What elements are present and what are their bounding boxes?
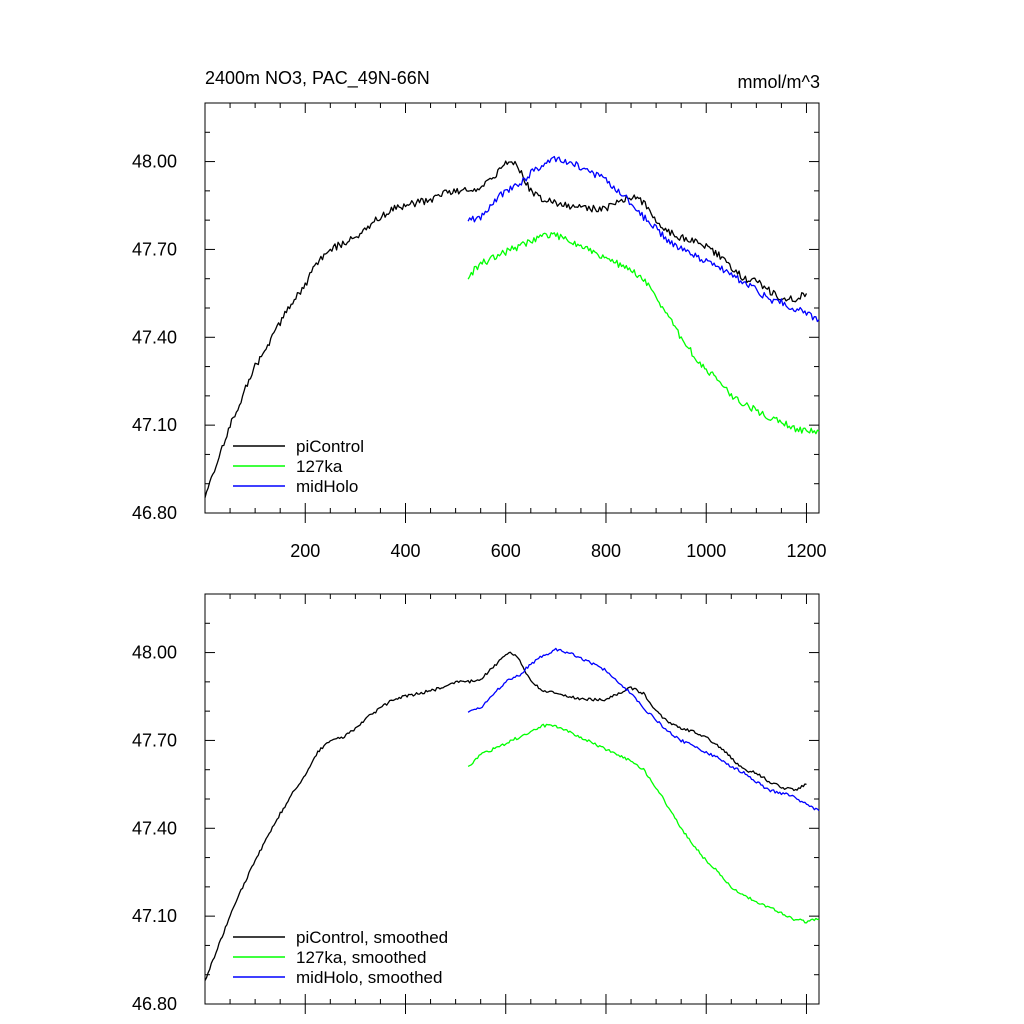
bottom-series-line-127ka bbox=[467, 723, 820, 924]
top-legend-label: piControl bbox=[296, 437, 364, 456]
bottom-series-line-picontrol bbox=[204, 651, 807, 981]
top-panel: 46.80 47.10 47.40 47.70 48.00 200 400 600 800 10… bbox=[132, 102, 826, 561]
top-y-tick-label: 46.80 bbox=[132, 503, 177, 523]
units-label: mmol/m^3 bbox=[738, 72, 820, 92]
top-x-tick-label: 800 bbox=[591, 541, 621, 561]
top-x-tick-label: 1200 bbox=[786, 541, 826, 561]
bottom-legend-label: piControl, smoothed bbox=[296, 928, 448, 947]
bottom-y-tick-labels: 46.80 47.10 47.40 47.70 48.00 bbox=[132, 643, 177, 1014]
top-series-line-127ka bbox=[467, 232, 820, 435]
top-x-tick-label: 600 bbox=[491, 541, 521, 561]
bottom-y-tick-label: 47.70 bbox=[132, 730, 177, 750]
bottom-legend-label: midHolo, smoothed bbox=[296, 968, 442, 987]
top-series-line-picontrol bbox=[204, 160, 808, 498]
bottom-y-tick-label: 47.40 bbox=[132, 818, 177, 838]
bottom-series-lines bbox=[204, 647, 820, 981]
bottom-y-tick-label: 48.00 bbox=[132, 643, 177, 663]
top-legend-label: 127ka bbox=[296, 457, 343, 476]
top-ticks bbox=[205, 102, 819, 523]
top-y-tick-labels: 46.80 47.10 47.40 47.70 48.00 bbox=[132, 152, 177, 523]
chart-title: 2400m NO3, PAC_49N-66N bbox=[205, 68, 430, 89]
bottom-y-tick-label: 47.10 bbox=[132, 906, 177, 926]
top-x-tick-label: 400 bbox=[390, 541, 420, 561]
bottom-y-tick-label: 46.80 bbox=[132, 994, 177, 1014]
bottom-legend-label: 127ka, smoothed bbox=[296, 948, 426, 967]
bottom-ticks bbox=[205, 593, 819, 1014]
top-x-tick-labels: 200 400 600 800 1000 1200 bbox=[290, 541, 826, 561]
top-y-tick-label: 48.00 bbox=[132, 152, 177, 172]
bottom-series-line-midholo bbox=[467, 647, 820, 812]
top-series-lines bbox=[204, 155, 820, 498]
bottom-panel: 46.80 47.10 47.40 47.70 48.00 piControl, smo… bbox=[132, 593, 820, 1014]
top-y-tick-label: 47.70 bbox=[132, 239, 177, 259]
top-x-tick-label: 1000 bbox=[686, 541, 726, 561]
top-legend-label: midHolo bbox=[296, 477, 358, 496]
top-y-tick-label: 47.10 bbox=[132, 415, 177, 435]
top-series-line-midholo bbox=[467, 155, 820, 323]
top-x-tick-label: 200 bbox=[290, 541, 320, 561]
top-y-tick-label: 47.40 bbox=[132, 327, 177, 347]
